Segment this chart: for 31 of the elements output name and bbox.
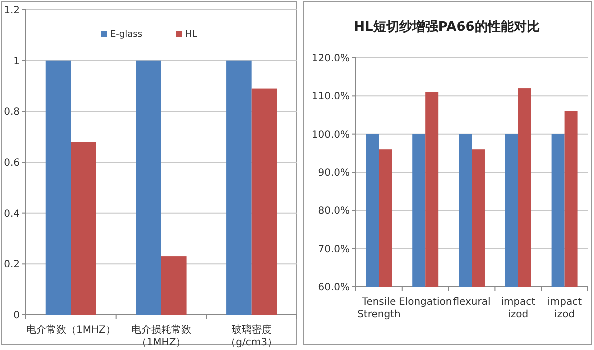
x-tick-label: 电介损耗常数（1MHZ） <box>132 324 192 348</box>
x-tick-label: impact izod <box>501 297 536 320</box>
x-tick-label: impact izod <box>548 297 582 320</box>
bar <box>46 60 72 315</box>
x-tick-label: 电介常数（1MHZ） <box>26 324 116 336</box>
bar <box>136 60 162 315</box>
x-tick-label: 玻璃密度（g/cm3） <box>226 324 278 348</box>
legend-label: E-glass <box>110 30 143 40</box>
y-tick-label: 110.0% <box>312 92 350 103</box>
y-tick-label: 0 <box>14 310 20 322</box>
y-tick-label: 0.4 <box>4 208 20 220</box>
chart-title: HL短切纱增强PA66的性能对比 <box>354 19 540 35</box>
y-tick-label: 100.0% <box>312 130 350 141</box>
bar <box>252 88 278 315</box>
bar <box>226 60 252 315</box>
x-tick-label: Tensile Strength <box>358 297 401 320</box>
y-tick-label: 0.2 <box>4 260 20 271</box>
bar <box>71 142 96 315</box>
y-tick-label: 60.0% <box>318 282 350 294</box>
y-tick-label: 120.0% <box>312 54 350 64</box>
bar <box>162 256 187 315</box>
x-tick-label: Elongation <box>399 297 452 308</box>
y-tick-label: 70.0% <box>318 244 350 256</box>
y-tick-label: 0.8 <box>4 107 20 118</box>
y-tick-label: 90.0% <box>318 168 350 179</box>
x-tick-label: flexural <box>453 297 491 308</box>
y-tick-label: 1.2 <box>4 6 20 16</box>
y-tick-label: 80.0% <box>318 206 350 218</box>
y-tick-label: 0.6 <box>4 158 20 169</box>
y-tick-label: 1 <box>14 56 20 68</box>
legend-label: HL <box>186 30 198 40</box>
